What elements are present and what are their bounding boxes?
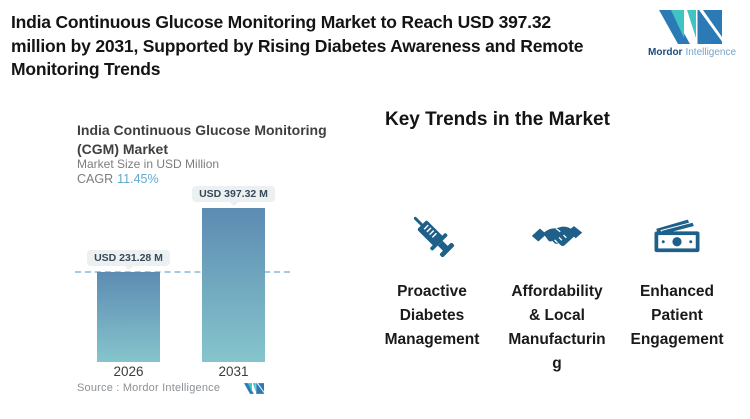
trends-heading: Key Trends in the Market	[385, 109, 610, 130]
bar-chart-plot: USD 231.28 M USD 397.32 M	[65, 186, 315, 362]
mordor-intelligence-logo-icon	[659, 10, 722, 44]
value-badge-2031: USD 397.32 M	[192, 186, 275, 202]
money-icon	[619, 206, 735, 264]
bar-group-2031: USD 397.32 M	[192, 186, 275, 362]
trend-item-affordability-local-manufacturing: Affordability & Local Manufacturin g	[499, 206, 615, 376]
reference-dashed-line	[75, 271, 290, 273]
trend-item-proactive-diabetes-management: Proactive Diabetes Management	[374, 206, 490, 352]
trend-label: Affordability & Local Manufacturin g	[508, 283, 606, 372]
chart-title-line-2: (CGM) Market	[77, 140, 169, 157]
bar-group-2026: USD 231.28 M	[87, 186, 170, 362]
bar-2026	[97, 272, 160, 362]
page-title-line-1: India Continuous Glucose Monitoring Mark…	[11, 12, 551, 32]
trend-label: Proactive Diabetes Management	[384, 283, 480, 348]
trend-label: Enhanced Patient Engagement	[630, 283, 724, 348]
source-attribution: Source : Mordor Intelligence	[77, 382, 221, 394]
page-title-line-3: Monitoring Trends	[11, 59, 161, 79]
page-title: India Continuous Glucose Monitoring Mark…	[11, 11, 583, 82]
handshake-icon	[499, 206, 615, 264]
cagr-label: CAGR	[77, 172, 114, 186]
brand-logo: Mordor Intelligence	[648, 10, 737, 58]
brand-name-bold: Mordor	[648, 47, 683, 58]
chart-cagr: CAGR 11.45%	[77, 172, 159, 186]
trend-item-enhanced-patient-engagement: Enhanced Patient Engagement	[619, 206, 735, 352]
brand-name-light: Intelligence	[685, 47, 737, 58]
mordor-mini-logo-icon	[244, 383, 264, 394]
x-axis-label-2031: 2031	[218, 364, 249, 379]
value-badge-2026: USD 231.28 M	[87, 250, 170, 266]
chart-title-line-1: India Continuous Glucose Monitoring	[77, 122, 327, 138]
bar-2031	[202, 208, 265, 362]
brand-wordmark: Mordor Intelligence	[648, 47, 737, 58]
page-title-line-2: million by 2031, Supported by Rising Dia…	[11, 35, 584, 56]
syringe-icon	[374, 206, 490, 264]
x-axis-label-2026: 2026	[113, 364, 144, 379]
chart-title: India Continuous Glucose Monitoring (CGM…	[77, 121, 327, 158]
chart-subtitle: Market Size in USD Million	[77, 157, 220, 171]
cagr-value: 11.45%	[117, 172, 159, 186]
